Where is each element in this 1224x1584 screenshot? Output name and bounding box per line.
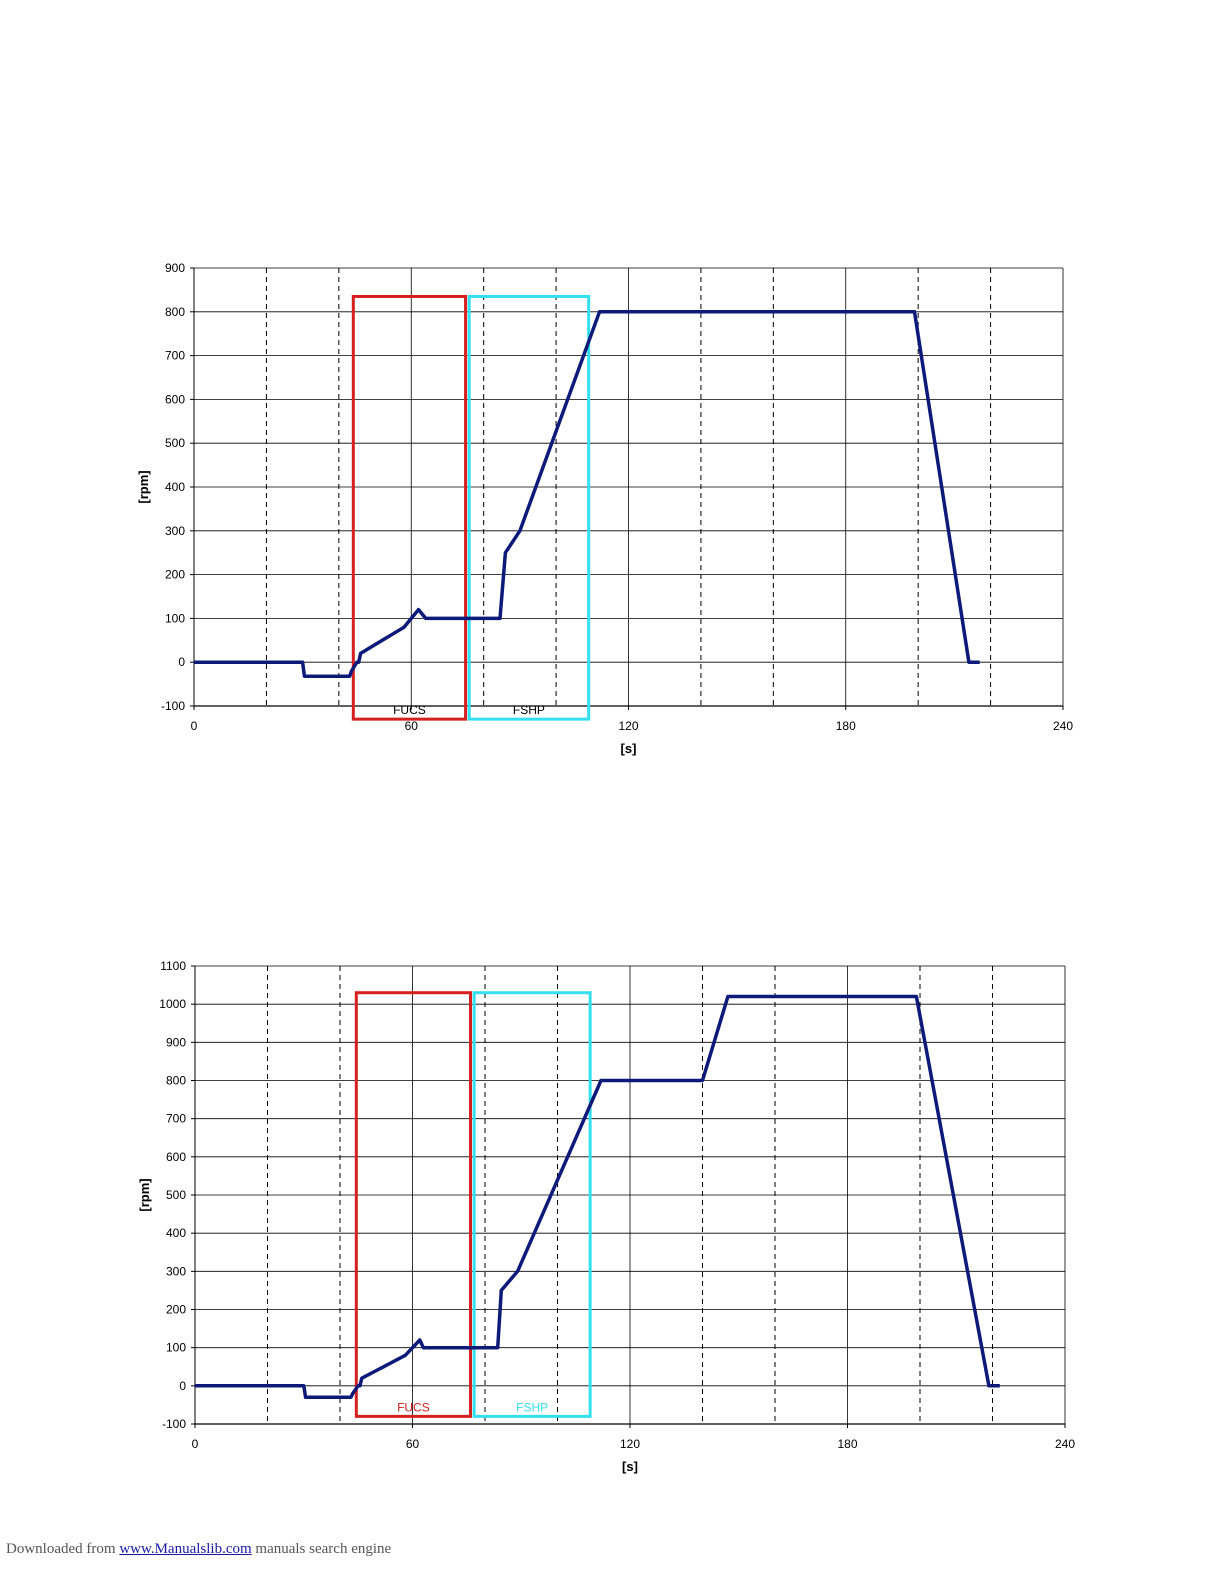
x-tick-label: 60	[406, 1437, 420, 1451]
y-tick-label: 600	[165, 392, 185, 406]
x-tick-label: 60	[405, 719, 419, 733]
y-tick-label: 400	[166, 1226, 186, 1240]
y-tick-label: 700	[166, 1112, 186, 1126]
fucs-label: FUCS	[397, 1400, 430, 1414]
footer-suffix: manuals search engine	[251, 1541, 392, 1557]
fshp-box	[472, 991, 592, 1418]
y-tick-label: 100	[165, 611, 185, 625]
y-tick-label: 500	[166, 1188, 186, 1202]
y-tick-label: 800	[165, 305, 185, 319]
y-axis-title: [rpm]	[137, 1178, 152, 1211]
y-tick-label: 300	[166, 1264, 186, 1278]
footer-prefix: Downloaded from	[6, 1541, 120, 1557]
y-axis-title: [rpm]	[136, 470, 151, 503]
x-tick-label: 0	[191, 719, 198, 733]
x-tick-label: 180	[836, 719, 856, 733]
y-tick-label: 1000	[159, 997, 186, 1011]
x-axis-title: [s]	[622, 1459, 638, 1474]
rpm-chart-bottom: -100010020030040050060070080090010001100…	[137, 959, 1075, 1474]
y-tick-label: -100	[162, 1417, 186, 1431]
fshp-label: FSHP	[516, 1400, 548, 1414]
y-tick-label: 800	[166, 1074, 186, 1088]
x-tick-label: 120	[620, 1437, 640, 1451]
x-axis-title: [s]	[621, 741, 637, 756]
y-tick-label: 900	[166, 1035, 186, 1049]
fucs-label: FUCS	[393, 703, 426, 717]
rpm-chart-top: -100 0 100 200 300 400 500 600 700 800 900 0 60 120 18…	[136, 261, 1073, 756]
fucs-box	[354, 991, 472, 1418]
y-tick-label: 600	[166, 1150, 186, 1164]
y-tick-label: 700	[165, 349, 185, 363]
y-tick-label: 900	[165, 261, 185, 275]
y-tick-label: 400	[165, 480, 185, 494]
x-tick-label: 0	[192, 1437, 199, 1451]
y-tick-label: 200	[165, 568, 185, 582]
y-tick-label: 1100	[160, 959, 186, 973]
y-tick-label: 100	[166, 1341, 186, 1355]
fshp-label: FSHP	[513, 703, 545, 717]
fucs-box	[351, 294, 468, 721]
x-tick-label: 120	[618, 719, 638, 733]
y-tick-label: 0	[179, 1379, 186, 1393]
x-tick-label: 240	[1053, 719, 1073, 733]
y-tick-label: 500	[165, 436, 185, 450]
y-tick-label: 200	[166, 1303, 186, 1317]
y-tick-label: -100	[161, 699, 185, 713]
rpm-series-line	[194, 310, 980, 678]
y-tick-label: 300	[165, 524, 185, 538]
manualslib-link[interactable]: www.Manualslib.com	[119, 1541, 252, 1557]
fshp-box	[467, 294, 591, 721]
x-tick-label: 180	[837, 1437, 857, 1451]
y-tick-label: 0	[178, 655, 185, 669]
footer-note: Downloaded from www.Manualslib.com manua…	[6, 1541, 391, 1558]
rpm-series-line	[195, 994, 1000, 1400]
x-tick-label: 240	[1055, 1437, 1075, 1451]
